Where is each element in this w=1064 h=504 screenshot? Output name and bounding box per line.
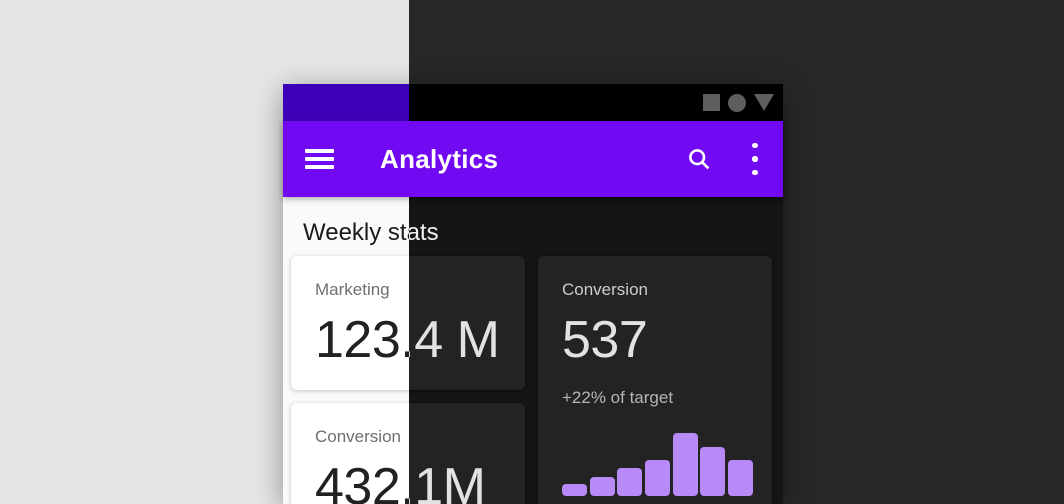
stat-value: 432.1M [409, 455, 501, 504]
stat-card-marketing[interactable]: Marketing 123.4 M [409, 256, 525, 390]
app-title: Analytics [380, 143, 499, 174]
section-heading: Weekly stats [409, 218, 783, 248]
status-bar [409, 84, 783, 121]
chart-bar [589, 477, 615, 496]
cards-grid: Marketing 123.4 M Conversion 432.1M Conv… [409, 256, 783, 504]
cards-column-right: Conversion 537 +22% of target [538, 256, 772, 504]
stat-card-conversion-total[interactable]: Conversion 432.1M [409, 403, 525, 504]
bar-chart [562, 433, 754, 496]
stat-card-conversion[interactable]: Conversion 537 +22% of target [538, 256, 772, 504]
stat-value: 537 [562, 311, 648, 369]
chart-bar [700, 447, 726, 496]
stat-label: Conversion [315, 427, 401, 446]
content-area: Weekly stats Marketing 123.4 M Conversio… [409, 197, 783, 504]
chart-bar [672, 433, 698, 496]
square-nav-icon[interactable] [703, 94, 720, 111]
chart-bar [617, 468, 643, 496]
chart-bar [728, 460, 754, 496]
cards-column-left: Marketing 123.4 M Conversion 432.1M [409, 256, 525, 504]
triangle-down-nav-icon[interactable] [754, 94, 774, 111]
stat-label: Marketing [315, 280, 390, 299]
app-bar: Analytics [283, 121, 783, 197]
search-icon[interactable] [687, 147, 711, 171]
overflow-menu-icon[interactable] [743, 142, 767, 176]
stat-value: 123.4 M [409, 308, 501, 372]
chart-bar [645, 460, 670, 496]
circle-nav-icon[interactable] [728, 93, 746, 112]
stat-caption: +22% of target [562, 388, 674, 407]
menu-icon[interactable] [305, 149, 334, 169]
chart-bar [562, 484, 587, 496]
stat-label: Conversion [562, 280, 648, 299]
app-bar-actions [687, 142, 783, 176]
status-bar-icons [703, 93, 783, 112]
